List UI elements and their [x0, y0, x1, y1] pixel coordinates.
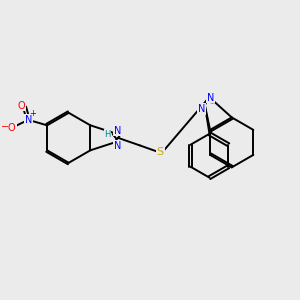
Text: N: N — [198, 104, 205, 114]
Text: N: N — [207, 93, 214, 103]
Text: −: − — [1, 122, 9, 131]
Text: O: O — [7, 123, 15, 133]
Text: +: + — [29, 109, 36, 118]
Text: S: S — [157, 147, 164, 157]
Text: N: N — [114, 141, 122, 151]
Text: N: N — [25, 115, 32, 125]
Text: O: O — [18, 100, 25, 110]
Text: N: N — [114, 126, 122, 136]
Text: H: H — [104, 130, 111, 139]
